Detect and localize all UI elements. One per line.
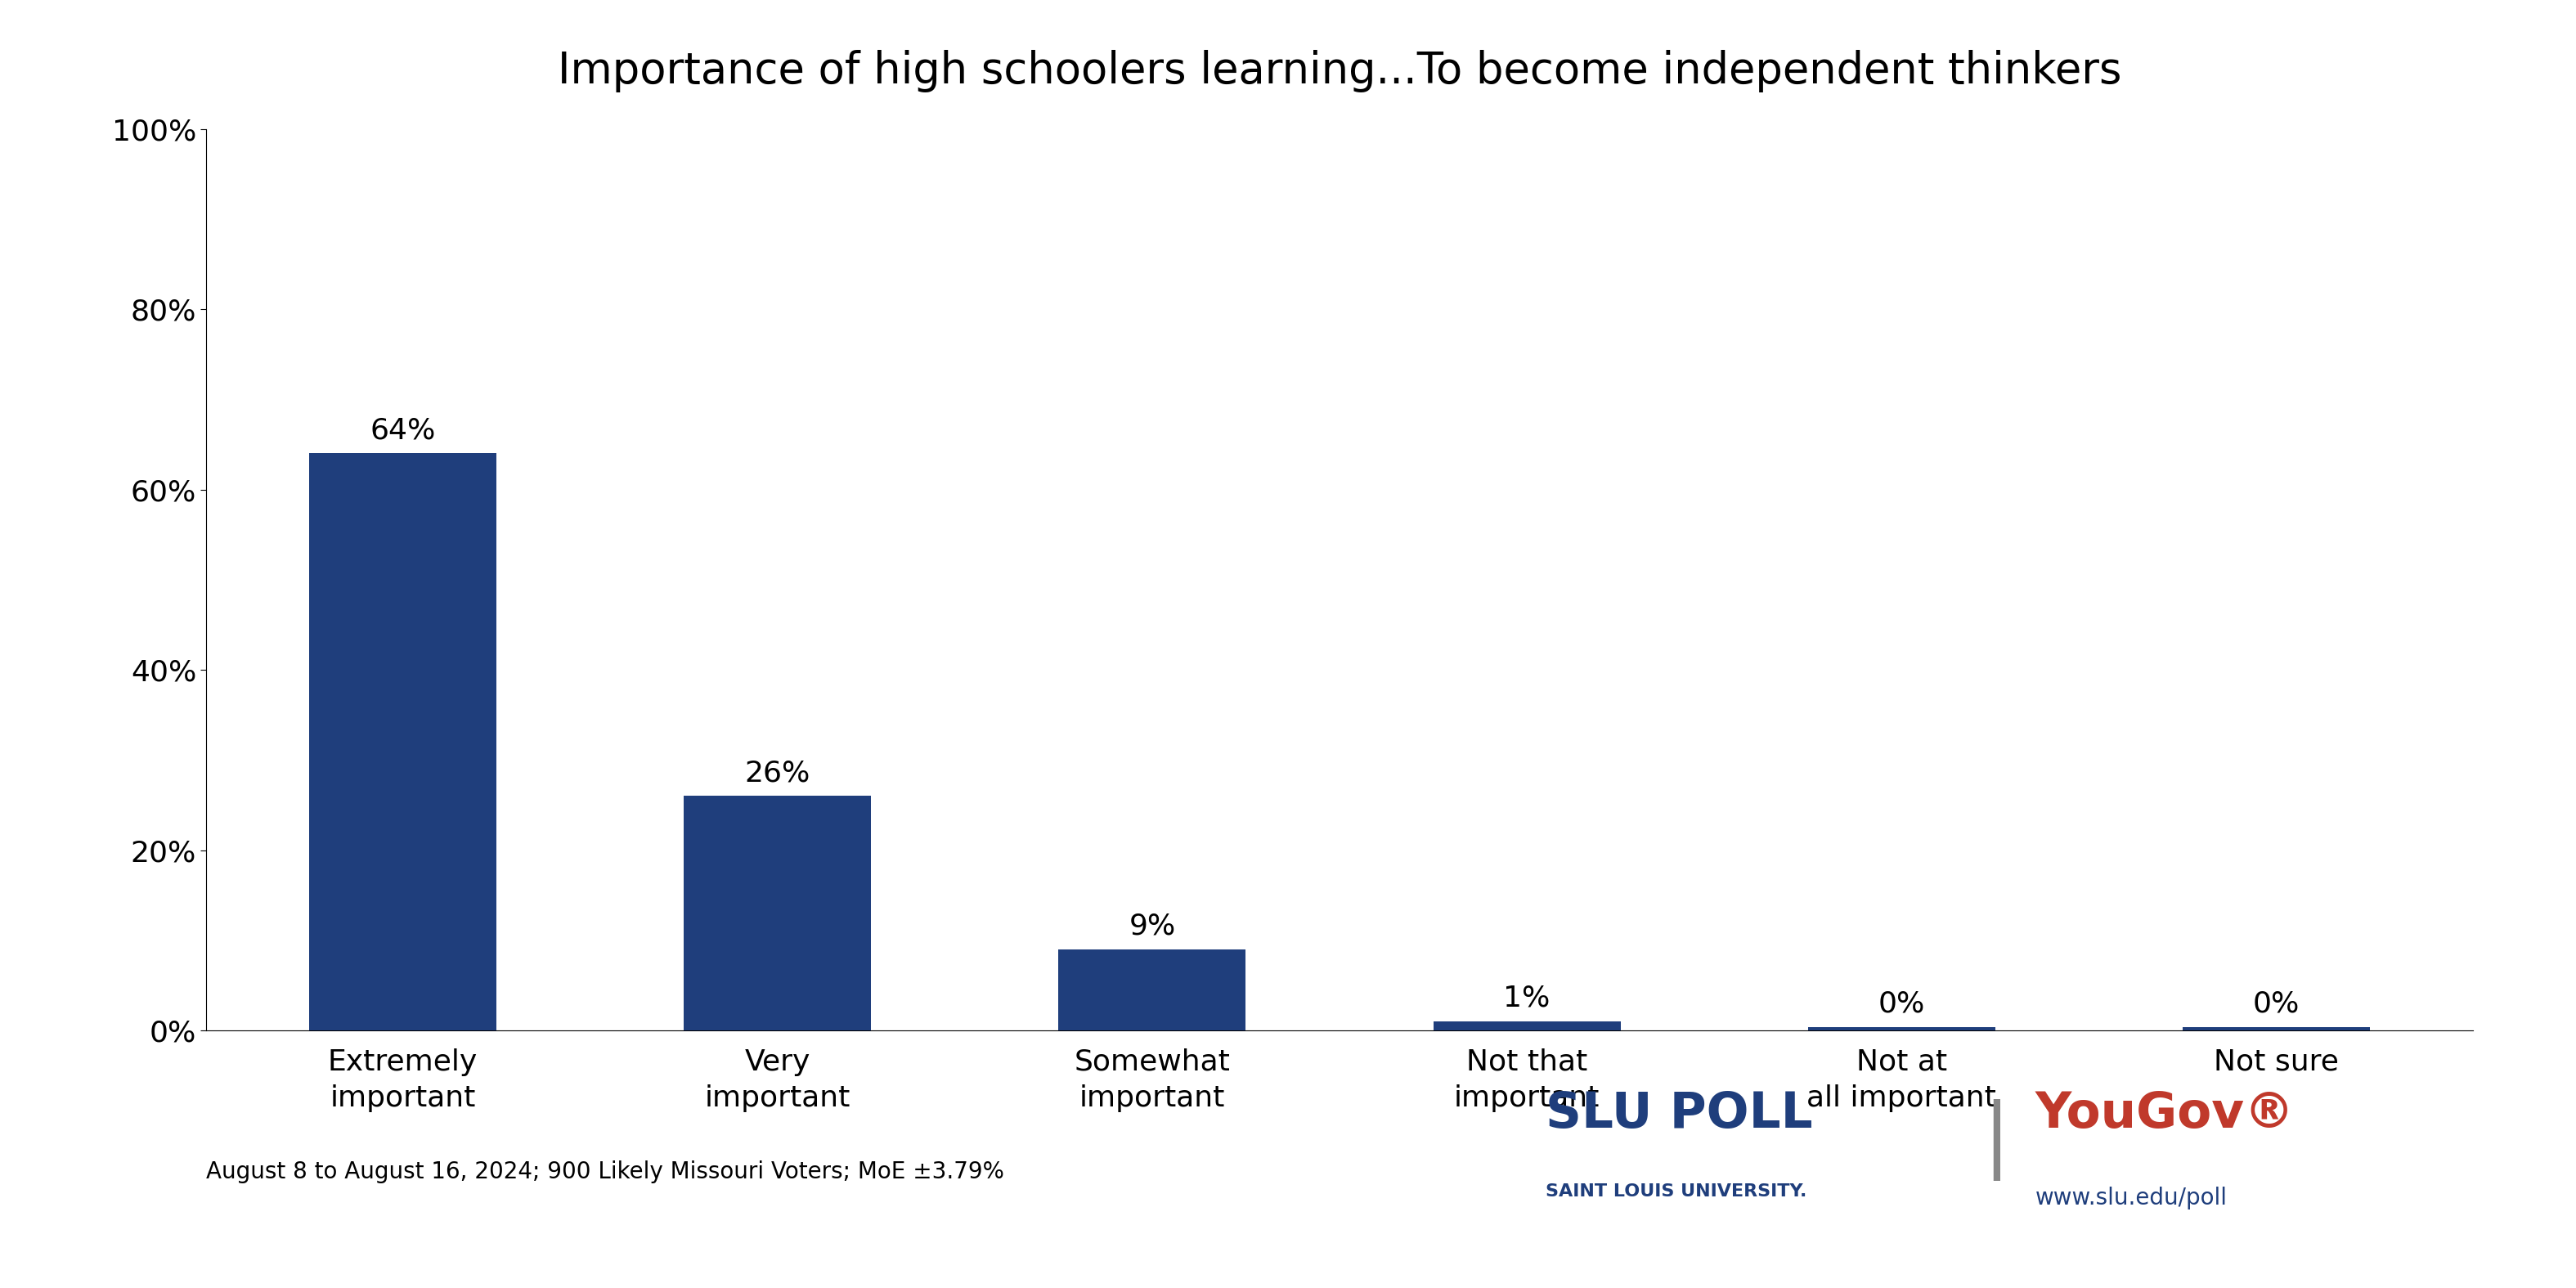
- Bar: [1808, 1027, 1996, 1030]
- Bar: [1432, 1021, 1620, 1030]
- Text: 0%: 0%: [2254, 990, 2300, 1018]
- Bar: [2182, 1027, 2370, 1030]
- Text: SAINT LOUIS UNIVERSITY.: SAINT LOUIS UNIVERSITY.: [1546, 1184, 1806, 1199]
- Text: www.slu.edu/poll: www.slu.edu/poll: [2035, 1186, 2228, 1209]
- Title: Importance of high schoolers learning...To become independent thinkers: Importance of high schoolers learning...…: [556, 50, 2123, 93]
- Text: 64%: 64%: [371, 416, 435, 444]
- Bar: [1059, 949, 1247, 1030]
- Text: |: |: [1984, 1099, 2009, 1181]
- Bar: [683, 796, 871, 1030]
- Text: 26%: 26%: [744, 759, 811, 787]
- Text: 1%: 1%: [1504, 984, 1551, 1012]
- Text: SLU POLL: SLU POLL: [1546, 1090, 1814, 1139]
- Bar: [309, 453, 497, 1030]
- Text: 0%: 0%: [1878, 990, 1924, 1018]
- Text: August 8 to August 16, 2024; 900 Likely Missouri Voters; MoE ±3.79%: August 8 to August 16, 2024; 900 Likely …: [206, 1160, 1005, 1184]
- Text: YouGov®: YouGov®: [2035, 1090, 2295, 1139]
- Text: 9%: 9%: [1128, 912, 1175, 940]
